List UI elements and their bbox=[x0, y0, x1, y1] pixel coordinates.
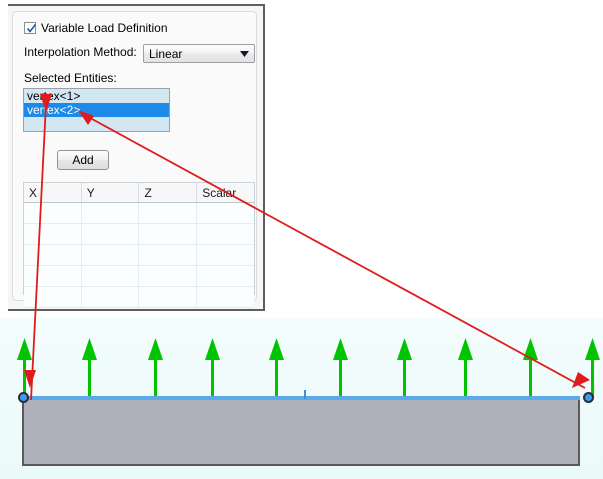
load-arrow-up-icon bbox=[585, 338, 600, 396]
checkbox-label: Variable Load Definition bbox=[41, 21, 168, 35]
variable-load-panel: Variable Load Definition Interpolation M… bbox=[8, 6, 265, 311]
add-button[interactable]: Add bbox=[57, 150, 109, 170]
column-header-z[interactable]: Z bbox=[138, 183, 198, 203]
cell-x[interactable] bbox=[24, 265, 82, 287]
table-row[interactable] bbox=[24, 244, 254, 266]
cell-x[interactable] bbox=[24, 223, 82, 245]
load-arrow-up-icon bbox=[458, 338, 473, 396]
selected-entities-label: Selected Entities: bbox=[24, 71, 117, 85]
beam-edge-tick-marker bbox=[304, 390, 306, 399]
load-arrow-up-icon bbox=[333, 338, 348, 396]
cell-x[interactable] bbox=[24, 244, 82, 266]
cell-z[interactable] bbox=[138, 265, 198, 287]
column-header-x[interactable]: X bbox=[24, 183, 82, 203]
panel-top-border bbox=[8, 4, 265, 6]
column-header-scalar[interactable]: Scalar bbox=[196, 183, 254, 203]
table-row[interactable] bbox=[24, 265, 254, 287]
load-arrow-up-icon bbox=[269, 338, 284, 396]
interpolation-method-combobox[interactable]: Linear bbox=[143, 44, 255, 63]
cell-z[interactable] bbox=[138, 202, 198, 224]
cell-y[interactable] bbox=[81, 286, 140, 308]
beam-top-edge[interactable] bbox=[22, 396, 580, 400]
cell-x[interactable] bbox=[24, 202, 82, 224]
cell-scalar[interactable] bbox=[196, 223, 254, 245]
table-header-row: X Y Z Scalar bbox=[24, 183, 254, 203]
interpolation-method-value: Linear bbox=[149, 46, 183, 61]
cell-x[interactable] bbox=[24, 286, 82, 308]
cell-y[interactable] bbox=[81, 265, 140, 287]
table-row[interactable] bbox=[24, 286, 254, 308]
load-arrow-up-icon bbox=[148, 338, 163, 396]
table-row[interactable] bbox=[24, 202, 254, 224]
load-arrow-up-icon bbox=[205, 338, 220, 396]
cell-y[interactable] bbox=[81, 244, 140, 266]
table-row[interactable] bbox=[24, 223, 254, 245]
chevron-down-icon[interactable] bbox=[234, 50, 254, 57]
list-item[interactable]: vertex<2> bbox=[24, 103, 169, 117]
variable-load-value-table[interactable]: X Y Z Scalar bbox=[23, 182, 255, 308]
vertex-marker-2[interactable] bbox=[583, 392, 594, 403]
list-item[interactable]: vertex<1> bbox=[27, 89, 81, 103]
interpolation-method-label: Interpolation Method: bbox=[24, 45, 137, 59]
load-arrow-up-icon bbox=[523, 338, 538, 396]
vertex-marker-1[interactable] bbox=[18, 392, 29, 403]
cell-scalar[interactable] bbox=[196, 265, 254, 287]
cell-scalar[interactable] bbox=[196, 202, 254, 224]
load-arrow-up-icon bbox=[82, 338, 97, 396]
selected-entities-listbox[interactable]: vertex<1> vertex<2> bbox=[23, 88, 170, 132]
column-header-y[interactable]: Y bbox=[81, 183, 140, 203]
cell-y[interactable] bbox=[81, 202, 140, 224]
cell-z[interactable] bbox=[138, 286, 198, 308]
load-arrow-up-icon bbox=[397, 338, 412, 396]
cell-z[interactable] bbox=[138, 244, 198, 266]
cell-scalar[interactable] bbox=[196, 286, 254, 308]
beam-solid-body[interactable] bbox=[22, 400, 580, 466]
cell-z[interactable] bbox=[138, 223, 198, 245]
cell-y[interactable] bbox=[81, 223, 140, 245]
load-arrow-up-icon bbox=[17, 338, 32, 396]
variable-load-definition-checkbox[interactable]: Variable Load Definition bbox=[24, 21, 168, 35]
cell-scalar[interactable] bbox=[196, 244, 254, 266]
checkmark-icon[interactable] bbox=[24, 22, 37, 34]
